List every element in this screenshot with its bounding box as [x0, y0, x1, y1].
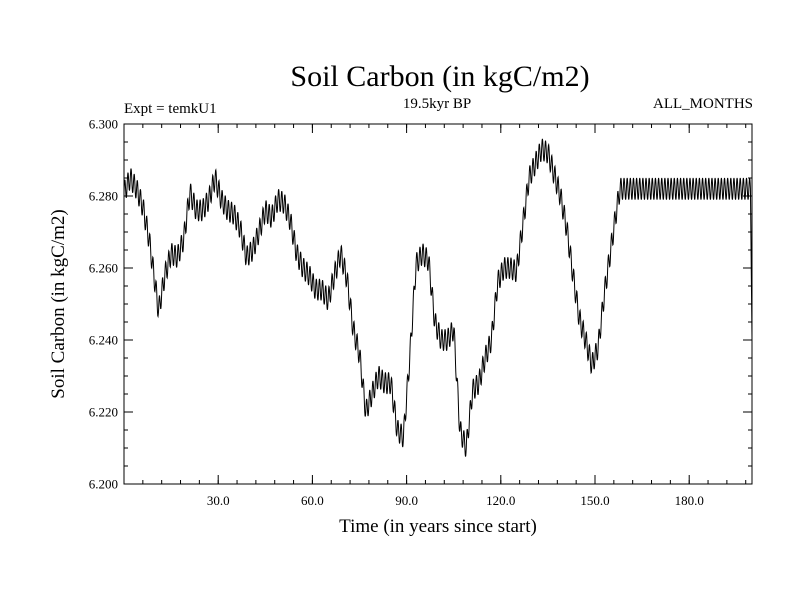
- series-line: [123, 138, 753, 457]
- tick-labels: 30.0 60.0 90.0 120.0 150.0 180.0 6.200 6.220 6.2…: [89, 117, 704, 509]
- x-axis-label: Time (in years since start): [339, 516, 537, 537]
- y-tick-label: 6.240: [89, 333, 118, 348]
- x-tick-label: 150.0: [580, 493, 609, 508]
- x-tick-label: 180.0: [675, 493, 704, 508]
- chart-title: Soil Carbon (in kgC/m2): [290, 60, 589, 93]
- plot-area-frame: [123, 123, 753, 485]
- y-axis-label: Soil Carbon (in kgC/m2): [48, 209, 69, 398]
- x-tick-label: 60.0: [301, 493, 324, 508]
- axis-ticks: [124, 123, 752, 485]
- experiment-label: Expt = temkU1: [124, 101, 217, 117]
- y-tick-label: 6.260: [89, 261, 118, 276]
- y-tick-label: 6.200: [89, 477, 118, 492]
- x-tick-label: 90.0: [395, 493, 418, 508]
- y-tick-label: 6.300: [89, 117, 118, 132]
- y-tick-label: 6.280: [89, 189, 118, 204]
- y-tick-label: 6.220: [89, 405, 118, 420]
- period-label: 19.5kyr BP: [403, 96, 471, 112]
- months-label: ALL_MONTHS: [653, 96, 753, 112]
- x-tick-label: 120.0: [486, 493, 515, 508]
- x-tick-label: 30.0: [207, 493, 230, 508]
